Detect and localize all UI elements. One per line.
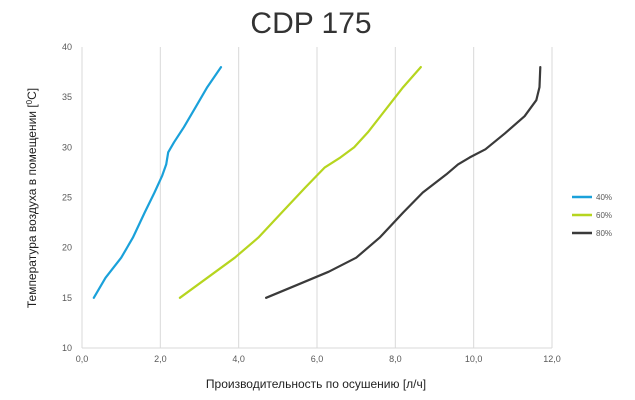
y-tick-label: 25 [62,193,72,203]
y-tick-label: 30 [62,142,72,152]
x-tick-label: 10,0 [465,354,483,364]
series-line-2 [178,66,422,299]
series-line-3 [265,66,542,299]
y-tick-labels: 10 15 20 25 30 35 40 [62,42,72,353]
legend-label-2: 60% [596,211,612,220]
y-tick-label: 20 [62,243,72,253]
y-tick-label: 40 [62,42,72,52]
y-axis-label-superscript: 0 [25,99,34,104]
y-tick-label: 10 [62,343,72,353]
legend-label-3: 80% [596,229,612,238]
x-tick-label: 0,0 [76,354,89,364]
x-tick-labels: 0,0 2,0 4,0 6,0 8,0 10,0 12,0 [76,354,561,364]
legend: 40% 60% 80% [572,193,612,238]
series-lines [92,66,542,299]
y-tick-label: 15 [62,293,72,303]
x-axis-label: Производительность по осушению [л/ч] [206,377,426,391]
x-tick-label: 6,0 [311,354,324,364]
y-axis-label-main: Температура воздуха в помещении [ [25,104,39,308]
x-tick-label: 12,0 [543,354,561,364]
y-axis-label: Температура воздуха в помещении [0C] [25,88,39,308]
x-tick-label: 2,0 [154,354,167,364]
series-line-1 [92,66,223,299]
x-tick-label: 4,0 [232,354,245,364]
chart-title: CDP 175 [250,7,371,40]
x-tick-label: 8,0 [389,354,402,364]
legend-label-1: 40% [596,193,612,202]
y-tick-label: 35 [62,92,72,102]
y-axis-label-end: C] [25,88,39,100]
